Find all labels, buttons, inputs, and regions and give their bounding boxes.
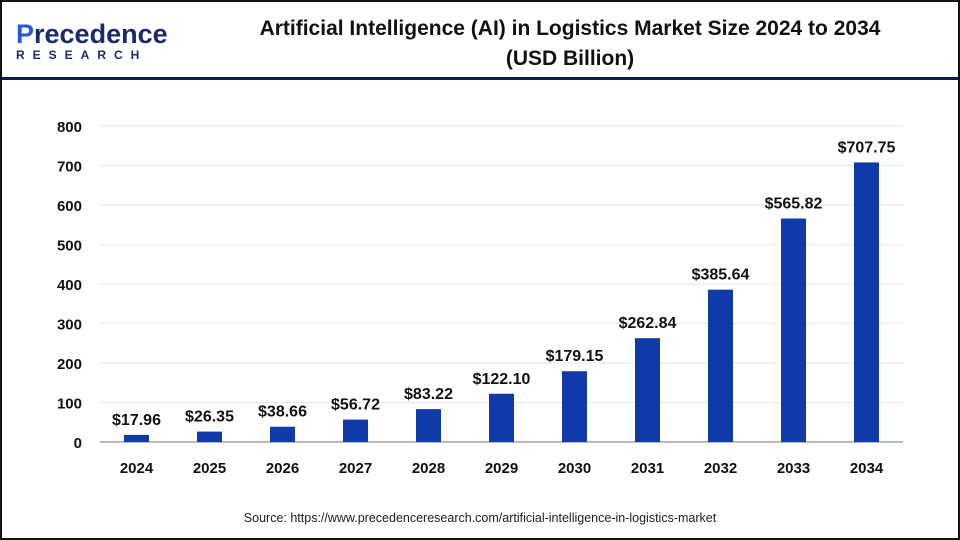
- header: Precedence RESEARCH Artificial Intellige…: [0, 0, 960, 80]
- bar: [562, 371, 587, 442]
- y-tick-label: 0: [74, 435, 82, 452]
- data-label: $262.84: [619, 315, 677, 332]
- y-tick-label: 800: [57, 119, 82, 136]
- y-tick-label: 600: [57, 198, 82, 215]
- bar: [343, 419, 368, 442]
- data-label: $707.75: [838, 139, 896, 156]
- logo-initial: P: [16, 19, 35, 49]
- bar: [854, 162, 879, 442]
- bar: [781, 218, 806, 442]
- bar: [270, 426, 295, 442]
- y-tick-label: 200: [57, 356, 82, 373]
- source-text: Source: https://www.precedenceresearch.c…: [243, 511, 717, 525]
- title-line-1: Artificial Intelligence (AI) in Logistic…: [259, 17, 881, 40]
- x-tick-label: 2025: [193, 460, 226, 477]
- x-tick-label: 2024: [120, 460, 154, 477]
- y-tick-label: 400: [57, 277, 82, 294]
- logo-text: recedence: [34, 19, 168, 49]
- x-tick-label: 2029: [485, 460, 518, 477]
- x-tick-label: 2027: [339, 460, 372, 477]
- y-tick-label: 300: [57, 317, 82, 334]
- data-label: $385.64: [692, 267, 750, 284]
- title-line-2: (USD Billion): [505, 47, 635, 70]
- logo-subtext: RESEARCH: [16, 48, 148, 62]
- x-tick-label: 2032: [704, 460, 737, 477]
- bar: [708, 289, 733, 442]
- y-tick-label: 500: [57, 238, 82, 255]
- x-tick-label: 2028: [412, 460, 445, 477]
- data-label: $565.82: [765, 196, 823, 213]
- chart-title: Artificial Intelligence (AI) in Logistic…: [200, 14, 940, 74]
- data-label: $83.22: [404, 386, 453, 403]
- data-label: $122.10: [473, 371, 531, 388]
- bar: [489, 393, 514, 442]
- logo: Precedence RESEARCH: [16, 19, 168, 65]
- x-tick-label: 2030: [558, 460, 591, 477]
- data-label: $56.72: [331, 397, 380, 414]
- x-tick-label: 2033: [777, 460, 810, 477]
- data-label: $38.66: [258, 404, 307, 421]
- bar: [635, 338, 660, 442]
- data-label: $179.15: [546, 348, 604, 365]
- bar: [124, 434, 149, 442]
- x-tick-label: 2026: [266, 460, 299, 477]
- bar: [416, 409, 441, 442]
- x-tick-label: 2031: [631, 460, 664, 477]
- y-tick-label: 100: [57, 396, 82, 413]
- data-label: $17.96: [112, 412, 161, 429]
- x-tick-label: 2034: [850, 460, 884, 477]
- data-label: $26.35: [185, 409, 234, 426]
- y-tick-label: 700: [57, 159, 82, 176]
- bar: [197, 431, 222, 442]
